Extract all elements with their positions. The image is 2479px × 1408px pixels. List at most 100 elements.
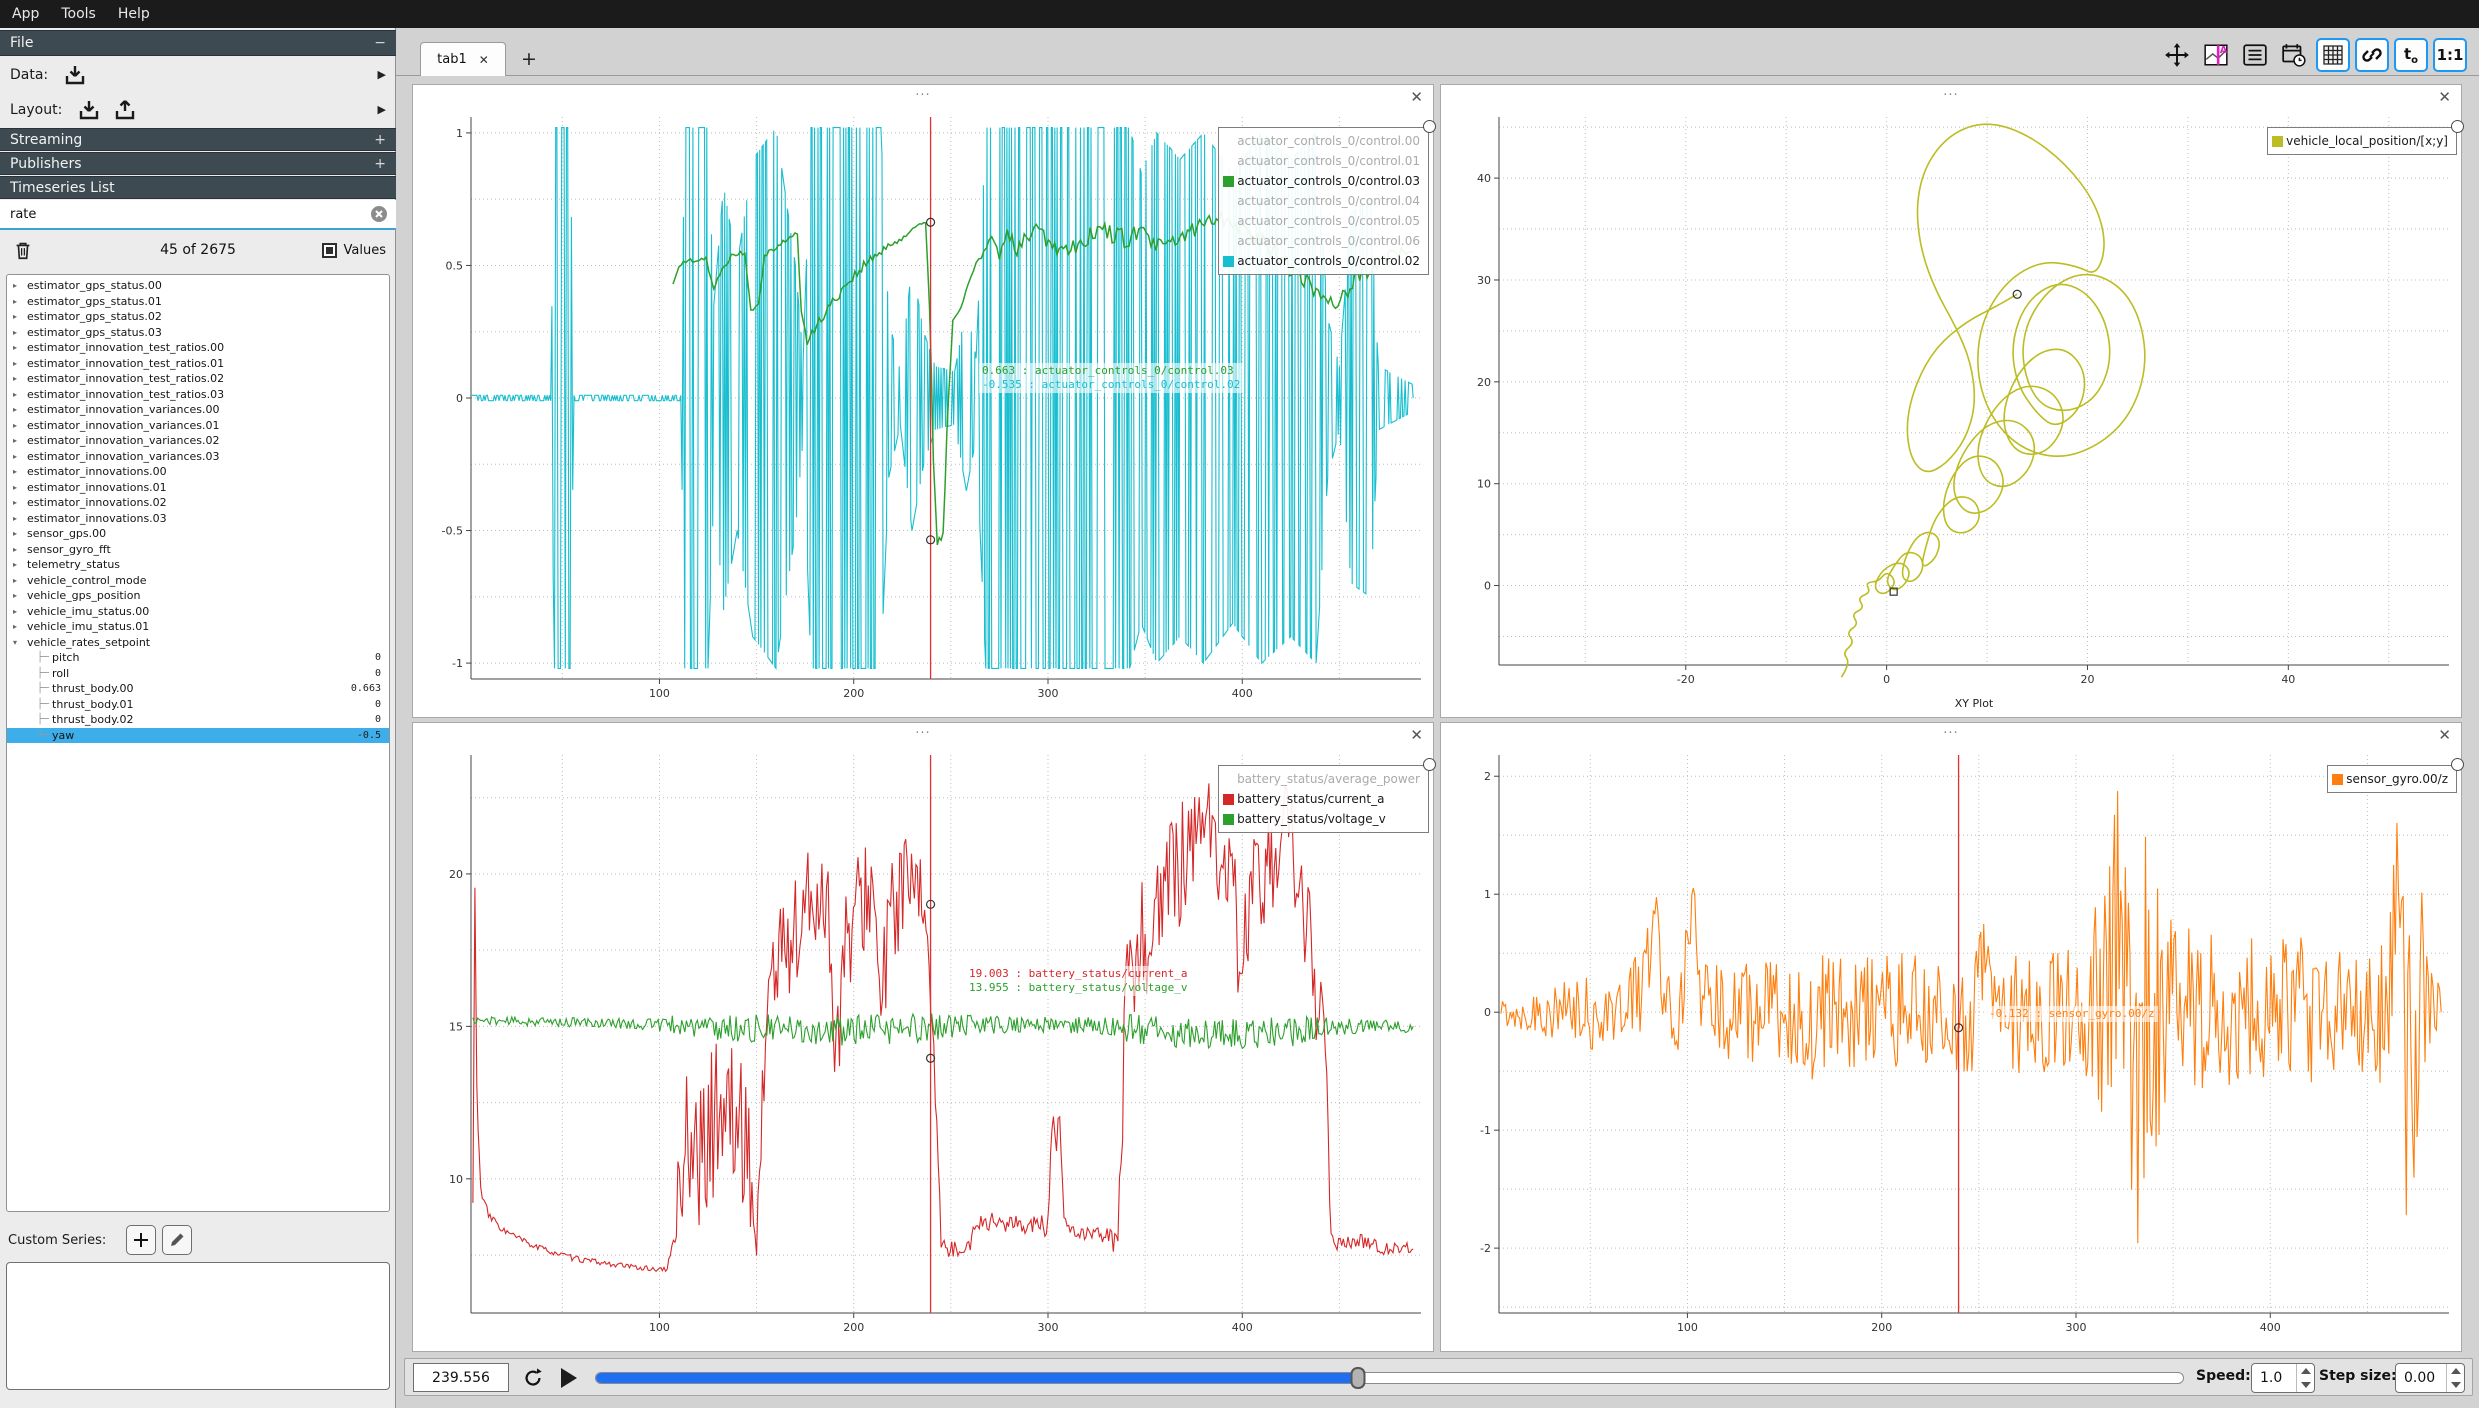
expand-icon[interactable]: + (374, 132, 386, 148)
legend-item[interactable]: battery_status/average_power (1223, 769, 1420, 789)
play-button[interactable] (555, 1365, 583, 1391)
tree-item-thrust_body.00[interactable]: ├─thrust_body.000.663 (7, 681, 389, 697)
tree-item-sensor_gps.00[interactable]: ▸sensor_gps.00 (7, 526, 389, 542)
tree-item-estimator_gps_status.02[interactable]: ▸estimator_gps_status.02 (7, 309, 389, 325)
chevron-right-icon[interactable]: ▸ (13, 545, 24, 554)
timeseries-tree[interactable]: ▸estimator_gps_status.00 ▸estimator_gps_s… (6, 274, 390, 1212)
tree-item-sensor_gyro_fft[interactable]: ▸sensor_gyro_fft (7, 542, 389, 558)
chevron-right-icon[interactable]: ▸ (13, 436, 24, 445)
legend-item[interactable]: actuator_controls_0/control.05 (1223, 211, 1420, 231)
plot-panel-battery[interactable]: 100200300400101520...✕battery_status/ave… (412, 722, 1434, 1352)
legend-item[interactable]: actuator_controls_0/control.01 (1223, 151, 1420, 171)
step-up-button[interactable] (2447, 1364, 2464, 1378)
plot-canvas[interactable]: 100200300400210-1-2 (1441, 723, 2461, 1351)
menu-item-tools[interactable]: Tools (61, 6, 96, 22)
step-down-button[interactable] (2447, 1378, 2464, 1392)
legend-item[interactable]: sensor_gyro.00/z (2332, 769, 2448, 789)
step-value-input[interactable] (2396, 1364, 2446, 1392)
tree-item-roll[interactable]: ├─roll0 (7, 666, 389, 682)
loop-button[interactable] (519, 1365, 547, 1391)
tree-item-vehicle_control_mode[interactable]: ▸vehicle_control_mode (7, 573, 389, 589)
search-input[interactable] (0, 207, 370, 222)
add-tab-button[interactable]: + (516, 46, 542, 72)
chevron-right-icon[interactable]: ▸ (13, 374, 24, 383)
legend-item[interactable]: battery_status/voltage_v (1223, 809, 1420, 829)
clear-search-button[interactable] (370, 205, 388, 223)
chevron-down-icon[interactable]: ▾ (13, 638, 24, 647)
legend-item[interactable]: battery_status/current_a (1223, 789, 1420, 809)
tree-item-estimator_gps_status.03[interactable]: ▸estimator_gps_status.03 (7, 325, 389, 341)
speed-spinbox[interactable] (2251, 1363, 2315, 1393)
legend-item[interactable]: actuator_controls_0/control.04 (1223, 191, 1420, 211)
tree-item-estimator_innovation_test_ratios.03[interactable]: ▸estimator_innovation_test_ratios.03 (7, 387, 389, 403)
tree-item-pitch[interactable]: ├─pitch0 (7, 650, 389, 666)
chevron-right-icon[interactable]: ▸ (13, 576, 24, 585)
legend-toggle-button[interactable] (2238, 38, 2272, 72)
pan-zoom-button[interactable] (2160, 38, 2194, 72)
plot-legend[interactable]: vehicle_local_position/[x;y] (2267, 127, 2457, 155)
ratio-1-1-button[interactable]: 1:1 (2433, 38, 2467, 72)
plot-close-button[interactable]: ✕ (2438, 90, 2451, 105)
step-size-spinbox[interactable] (2395, 1363, 2465, 1393)
legend-item[interactable]: actuator_controls_0/control.06 (1223, 231, 1420, 251)
tree-item-vehicle_imu_status.01[interactable]: ▸vehicle_imu_status.01 (7, 619, 389, 635)
tree-item-estimator_innovation_variances.00[interactable]: ▸estimator_innovation_variances.00 (7, 402, 389, 418)
plot-panel-actuator-controls[interactable]: 10020030040010.50-0.5-1...✕actuator_cont… (412, 84, 1434, 718)
chevron-right-icon[interactable]: ▸ (13, 560, 24, 569)
chevron-right-icon[interactable]: ▸ (13, 281, 24, 290)
plot-panel-xy-position[interactable]: -2002040010203040XY Plot...✕vehicle_loca… (1440, 84, 2462, 718)
legend-handle-icon[interactable] (1423, 120, 1436, 133)
tree-item-estimator_innovation_test_ratios.00[interactable]: ▸estimator_innovation_test_ratios.00 (7, 340, 389, 356)
tab-tab1[interactable]: tab1 ✕ (420, 42, 506, 76)
plot-legend[interactable]: battery_status/average_powerbattery_stat… (1218, 765, 1429, 833)
tab-close-icon[interactable]: ✕ (479, 53, 489, 67)
legend-item[interactable]: actuator_controls_0/control.00 (1223, 131, 1420, 151)
chevron-right-icon[interactable]: ▸ (13, 483, 24, 492)
section-header-streaming[interactable]: Streaming + (0, 128, 396, 151)
collapse-icon[interactable]: − (374, 35, 386, 51)
legend-handle-icon[interactable] (2451, 758, 2464, 771)
plot-panel-gyro[interactable]: 100200300400210-1-2...✕sensor_gyro.00/z-… (1440, 722, 2462, 1352)
tree-item-thrust_body.02[interactable]: ├─thrust_body.020 (7, 712, 389, 728)
tree-item-estimator_innovations.00[interactable]: ▸estimator_innovations.00 (7, 464, 389, 480)
tree-item-estimator_innovation_variances.02[interactable]: ▸estimator_innovation_variances.02 (7, 433, 389, 449)
link-axes-button[interactable] (2355, 38, 2389, 72)
chevron-right-icon[interactable]: ▸ (13, 421, 24, 430)
values-toggle[interactable]: Values (322, 243, 386, 258)
tree-item-estimator_innovations.01[interactable]: ▸estimator_innovations.01 (7, 480, 389, 496)
chevron-right-icon[interactable]: ▸ (13, 297, 24, 306)
expand-layout-arrow-icon[interactable]: ▶ (378, 103, 386, 116)
tree-item-yaw[interactable]: └─yaw-0.5 (7, 728, 389, 744)
chevron-right-icon[interactable]: ▸ (13, 390, 24, 399)
legend-item[interactable]: actuator_controls_0/control.03 (1223, 171, 1420, 191)
chevron-right-icon[interactable]: ▸ (13, 452, 24, 461)
speed-up-button[interactable] (2297, 1364, 2314, 1378)
expand-data-arrow-icon[interactable]: ▶ (378, 68, 386, 81)
plot-close-button[interactable]: ✕ (1410, 90, 1423, 105)
tree-item-vehicle_gps_position[interactable]: ▸vehicle_gps_position (7, 588, 389, 604)
tree-item-estimator_gps_status.00[interactable]: ▸estimator_gps_status.00 (7, 278, 389, 294)
custom-series-list[interactable] (6, 1262, 390, 1390)
slider-handle[interactable] (1350, 1367, 1365, 1389)
plot-drag-handle[interactable]: ... (1441, 85, 2461, 99)
legend-handle-icon[interactable] (1423, 758, 1436, 771)
load-layout-button[interactable] (76, 97, 102, 123)
chevron-right-icon[interactable]: ▸ (13, 328, 24, 337)
tree-item-telemetry_status[interactable]: ▸telemetry_status (7, 557, 389, 573)
chevron-right-icon[interactable]: ▸ (13, 467, 24, 476)
plot-legend[interactable]: actuator_controls_0/control.00actuator_c… (1218, 127, 1429, 275)
section-header-file[interactable]: File − (0, 30, 396, 56)
legend-handle-icon[interactable] (2451, 120, 2464, 133)
tree-item-estimator_innovation_test_ratios.01[interactable]: ▸estimator_innovation_test_ratios.01 (7, 356, 389, 372)
zoom-area-button[interactable]: A (2199, 38, 2233, 72)
tree-item-vehicle_rates_setpoint[interactable]: ▾vehicle_rates_setpoint (7, 635, 389, 651)
datetime-scale-button[interactable] (2277, 38, 2311, 72)
timeline-slider[interactable] (595, 1372, 2184, 1384)
chevron-right-icon[interactable]: ▸ (13, 607, 24, 616)
menu-item-help[interactable]: Help (118, 6, 150, 22)
tree-item-vehicle_imu_status.00[interactable]: ▸vehicle_imu_status.00 (7, 604, 389, 620)
tree-item-estimator_innovations.03[interactable]: ▸estimator_innovations.03 (7, 511, 389, 527)
plot-drag-handle[interactable]: ... (413, 85, 1433, 99)
tree-item-estimator_innovations.02[interactable]: ▸estimator_innovations.02 (7, 495, 389, 511)
chevron-right-icon[interactable]: ▸ (13, 529, 24, 538)
